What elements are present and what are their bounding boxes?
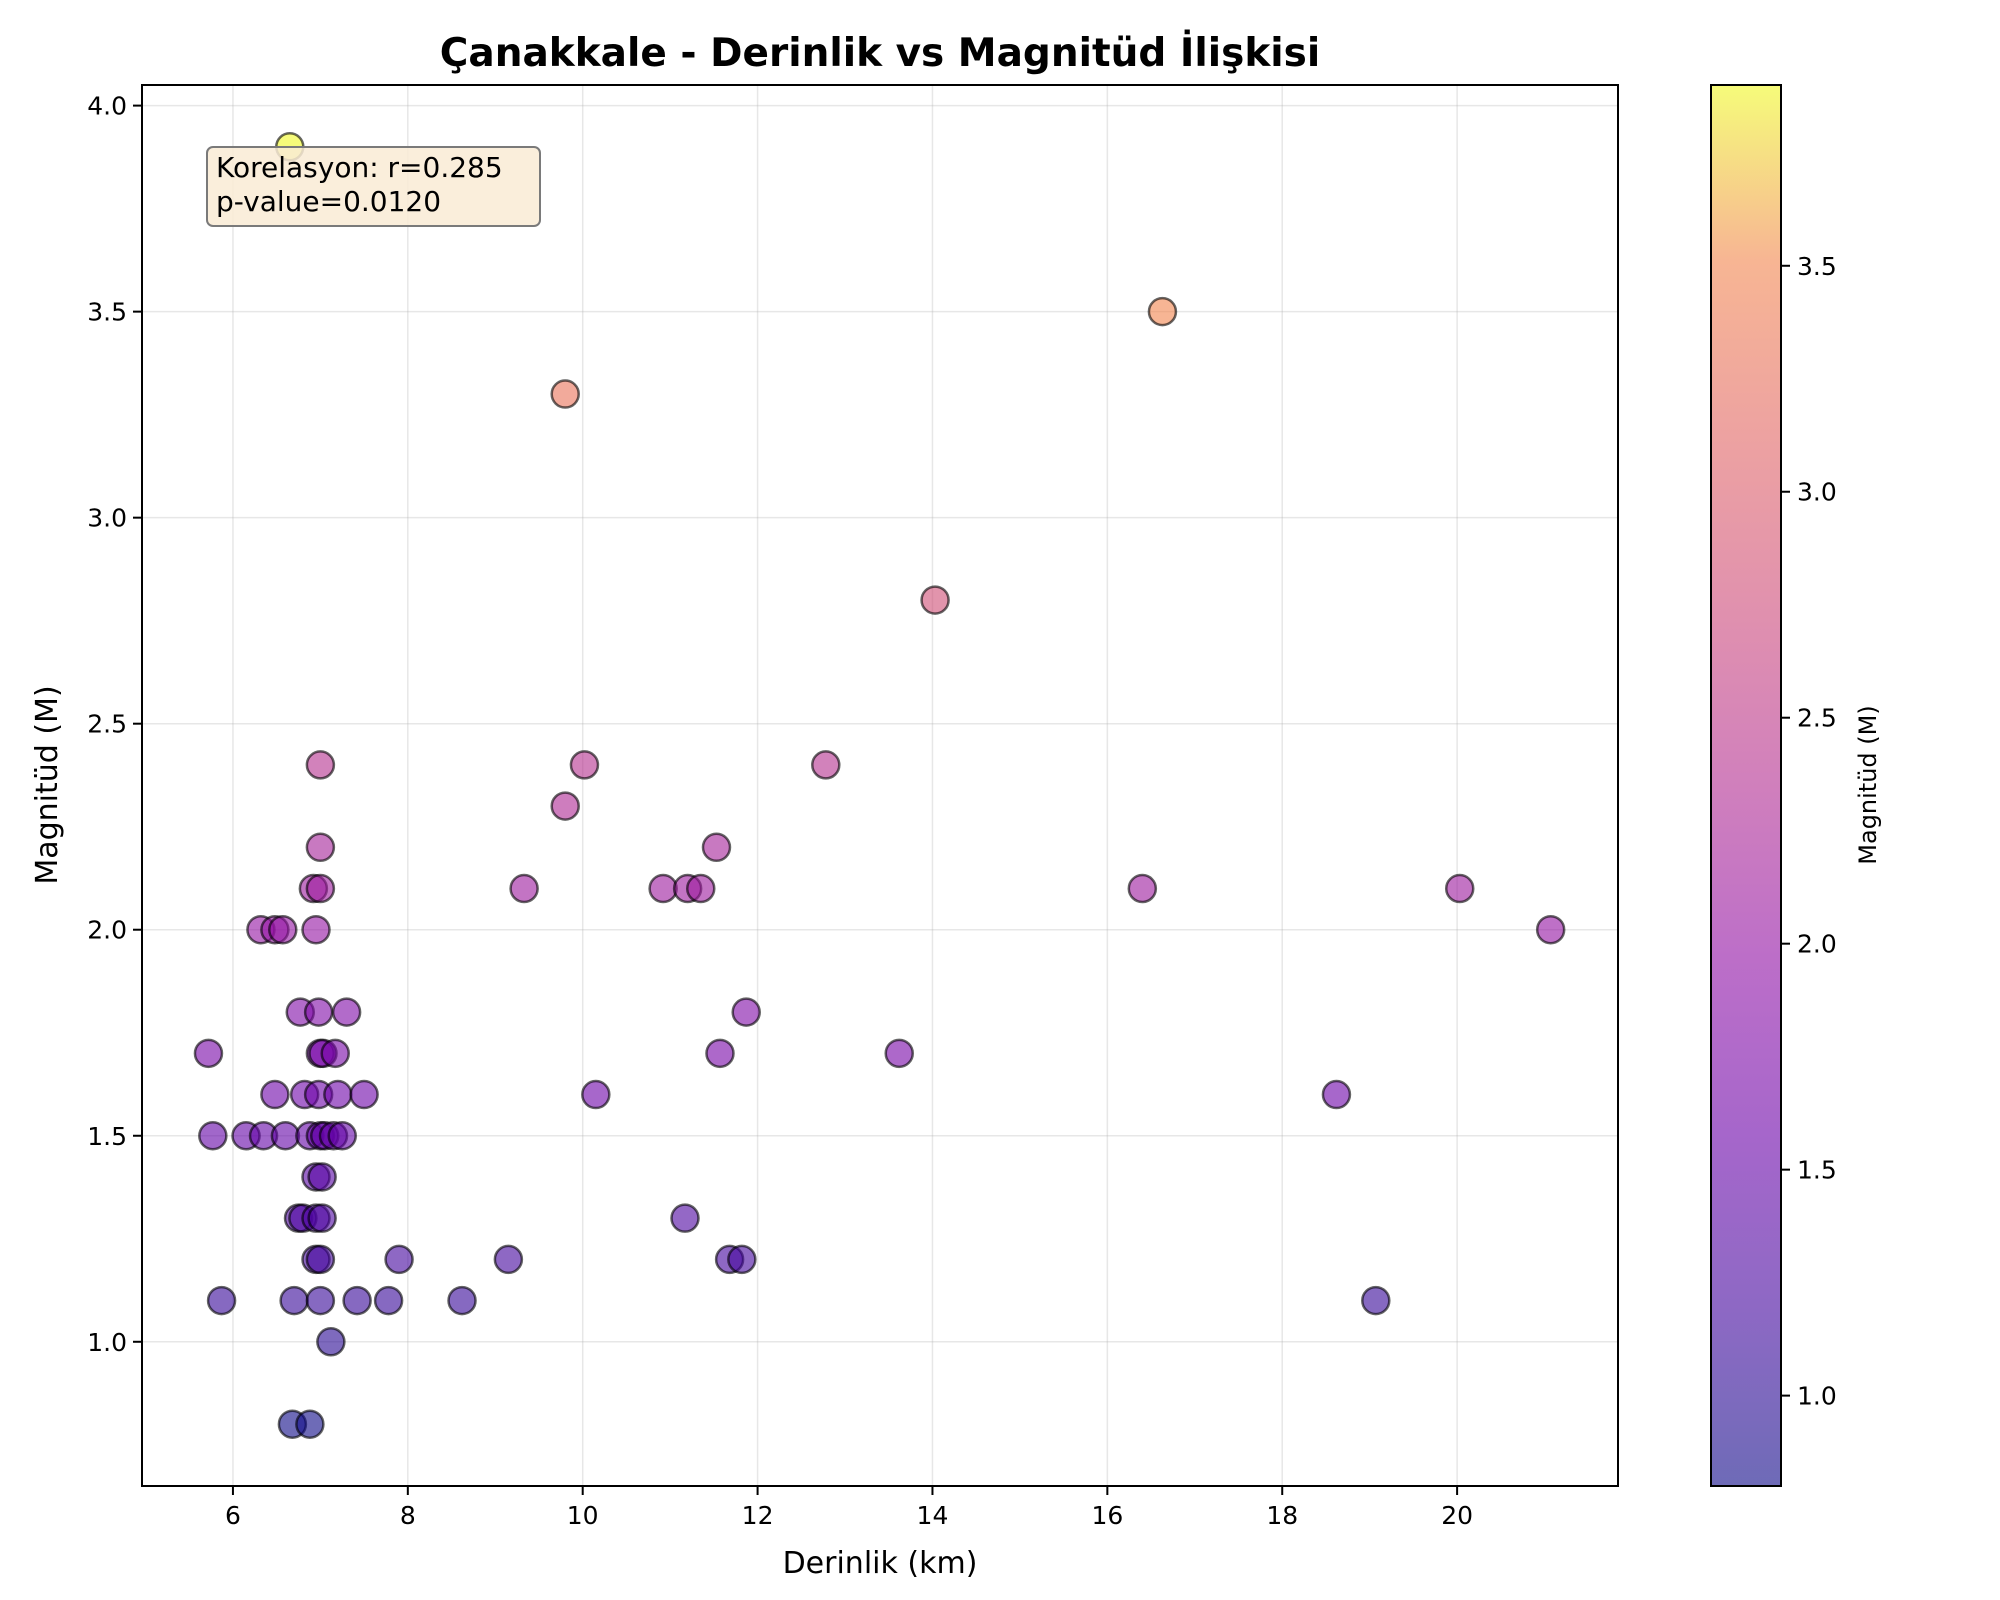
data-point xyxy=(373,1285,404,1316)
colorbar-tick-label: 1.0 xyxy=(1797,1382,1837,1411)
colorbar-tick-label: 2.5 xyxy=(1797,704,1837,733)
data-point xyxy=(305,750,336,780)
data-point xyxy=(569,750,600,780)
x-tick-label: 6 xyxy=(225,1501,241,1530)
data-point xyxy=(731,997,761,1027)
data-point xyxy=(331,997,362,1027)
data-point xyxy=(206,1285,237,1316)
colorbar-ticks: 1.0 1.5 2.0 2.5 3.0 3.5 xyxy=(1781,252,1837,1411)
data-point xyxy=(303,997,334,1027)
y-tick-label: 1.5 xyxy=(87,1122,127,1151)
data-point xyxy=(198,1121,228,1151)
data-point xyxy=(884,1038,914,1069)
data-point xyxy=(270,1121,301,1151)
data-point xyxy=(648,873,678,904)
data-point xyxy=(705,1038,735,1069)
data-points xyxy=(193,132,1566,1439)
x-axis-label: Derinlik (km) xyxy=(783,1546,978,1581)
colorbar-tick-label: 3.5 xyxy=(1797,252,1837,281)
data-point xyxy=(550,791,580,821)
data-point xyxy=(701,832,732,863)
y-axis-label: Magnitüd (M) xyxy=(30,685,65,884)
data-point xyxy=(342,1285,372,1316)
data-point xyxy=(384,1244,414,1275)
data-point xyxy=(670,1203,700,1233)
colorbar-tick-label: 1.5 xyxy=(1797,1156,1837,1185)
grid-lines xyxy=(142,85,1618,1486)
x-tick-label: 8 xyxy=(400,1501,416,1530)
data-point xyxy=(279,1285,309,1316)
y-tick-label: 2.0 xyxy=(87,916,127,945)
data-point xyxy=(305,873,336,904)
data-point xyxy=(316,1327,346,1357)
data-point xyxy=(1127,873,1158,904)
annotation-box: Korelasyon: r=0.285 p-value=0.0120 xyxy=(206,146,541,227)
y-axis-ticks: 1.0 1.5 2.0 2.5 3.0 3.5 4.0 xyxy=(87,92,142,1357)
colorbar-label: Magnitüd (M) xyxy=(1854,705,1882,864)
y-tick-label: 1.0 xyxy=(87,1328,127,1357)
colorbar-frame xyxy=(1710,84,1782,1487)
data-point xyxy=(268,914,298,945)
x-tick-label: 18 xyxy=(1266,1501,1298,1530)
data-point xyxy=(1444,873,1475,904)
data-point xyxy=(1321,1079,1352,1110)
data-point xyxy=(323,1079,353,1110)
data-point xyxy=(260,1079,290,1110)
colorbar-tick-label: 3.0 xyxy=(1797,478,1837,507)
annotation-pvalue: p-value=0.0120 xyxy=(216,185,441,218)
y-tick-label: 4.0 xyxy=(87,92,127,121)
data-point xyxy=(305,1285,336,1316)
x-tick-label: 16 xyxy=(1091,1501,1123,1530)
x-tick-label: 14 xyxy=(917,1501,949,1530)
data-point xyxy=(493,1244,524,1275)
y-tick-label: 3.0 xyxy=(87,504,127,533)
data-point xyxy=(307,1162,337,1192)
data-point xyxy=(581,1079,611,1110)
data-point xyxy=(685,873,716,904)
colorbar-tick-label: 2.0 xyxy=(1797,930,1837,959)
annotation-correlation: Korelasyon: r=0.285 xyxy=(216,151,503,184)
data-point xyxy=(550,379,580,409)
colorbar: 1.0 1.5 2.0 2.5 3.0 3.5 Magnitüd (M) xyxy=(1710,84,1882,1487)
data-point xyxy=(727,1244,757,1275)
data-point xyxy=(1361,1285,1391,1316)
data-point xyxy=(320,1038,350,1069)
data-point xyxy=(1535,914,1566,945)
data-point xyxy=(1147,296,1178,327)
x-tick-label: 12 xyxy=(742,1501,774,1530)
plot-frame xyxy=(141,84,1619,1487)
x-tick-label: 10 xyxy=(567,1501,599,1530)
data-point xyxy=(301,914,331,945)
x-axis-ticks: 6 8 10 12 14 16 18 20 xyxy=(225,1486,1473,1530)
data-point xyxy=(447,1285,477,1316)
x-tick-label: 20 xyxy=(1441,1501,1473,1530)
data-point xyxy=(193,1038,224,1069)
data-point xyxy=(349,1079,379,1110)
colorbar-gradient xyxy=(1711,85,1781,1486)
data-point xyxy=(305,1244,336,1275)
data-point xyxy=(307,1203,337,1233)
data-point xyxy=(509,873,539,904)
data-point xyxy=(327,1121,357,1151)
data-point xyxy=(920,585,950,615)
data-point xyxy=(305,832,336,863)
data-point xyxy=(811,750,841,780)
chart-title: Çanakkale - Derinlik vs Magnitüd İlişkis… xyxy=(440,29,1320,76)
y-tick-label: 3.5 xyxy=(87,298,127,327)
data-point xyxy=(295,1409,325,1439)
y-tick-label: 2.5 xyxy=(87,710,127,739)
